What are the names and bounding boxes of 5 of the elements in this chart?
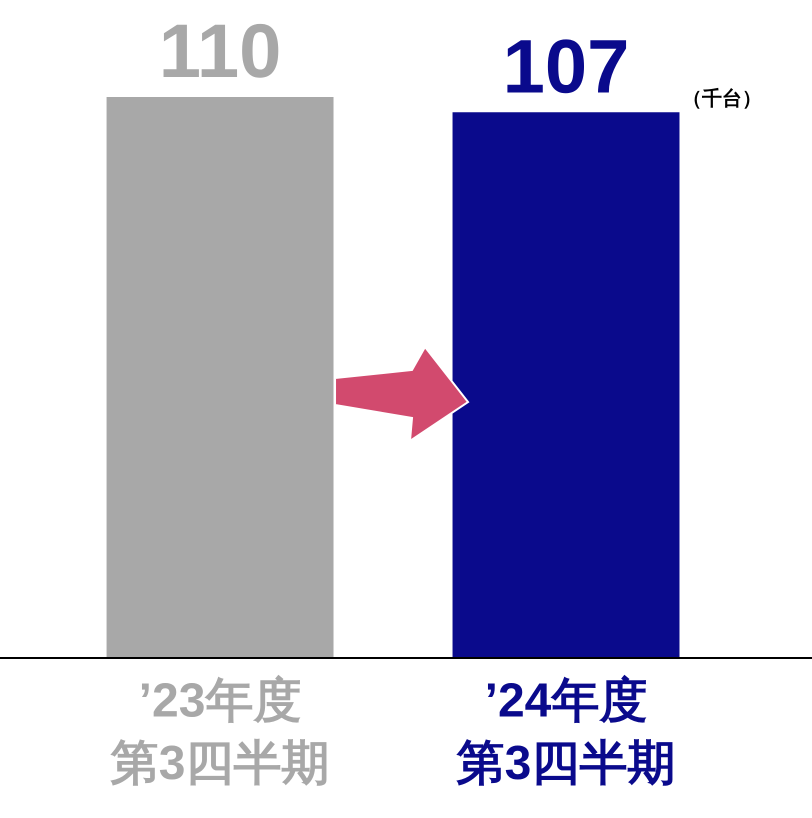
annotation: （千台） [682,87,762,110]
x-tick-label: ’23年度第3四半期 [110,674,330,790]
data-label: 107 [502,24,630,110]
data-label: 110 [158,9,282,94]
x-tick-label: ’24年度第3四半期 [456,674,676,790]
